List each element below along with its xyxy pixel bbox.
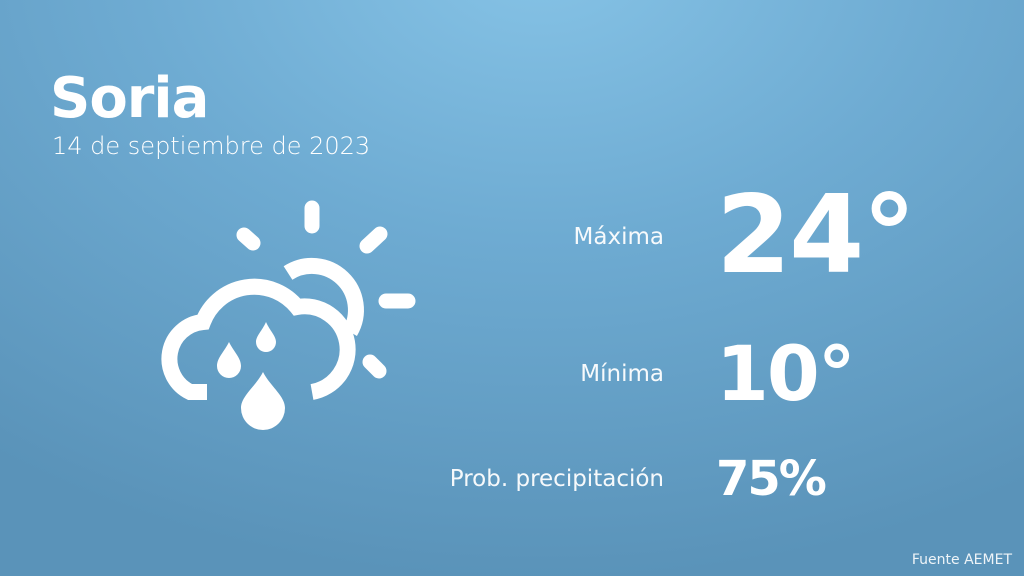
min-temp-label: Mínima <box>580 361 664 387</box>
city-title: Soria <box>50 66 209 131</box>
forecast-date: 14 de septiembre de 2023 <box>52 132 371 160</box>
max-temp-label: Máxima <box>573 224 664 250</box>
precip-label: Prob. precipitación <box>449 466 664 492</box>
precip-value: 75% <box>716 451 827 507</box>
min-temp-value: 10° <box>716 329 856 418</box>
max-temp-value: 24° <box>716 173 916 298</box>
source-credit: Fuente AEMET <box>911 552 1012 568</box>
